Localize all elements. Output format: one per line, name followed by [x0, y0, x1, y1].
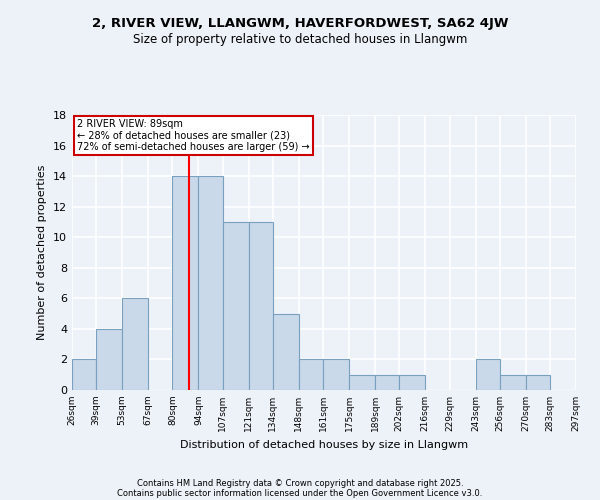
Bar [96, 329, 122, 390]
Bar [223, 222, 248, 390]
Text: Size of property relative to detached houses in Llangwm: Size of property relative to detached ho… [133, 32, 467, 46]
Bar [323, 360, 349, 390]
Text: Contains public sector information licensed under the Open Government Licence v3: Contains public sector information licen… [118, 488, 482, 498]
Text: 2 RIVER VIEW: 89sqm
← 28% of detached houses are smaller (23)
72% of semi-detach: 2 RIVER VIEW: 89sqm ← 28% of detached ho… [77, 119, 310, 152]
Bar [400, 374, 425, 390]
Bar [349, 374, 375, 390]
Text: 2, RIVER VIEW, LLANGWM, HAVERFORDWEST, SA62 4JW: 2, RIVER VIEW, LLANGWM, HAVERFORDWEST, S… [92, 18, 508, 30]
Bar [299, 360, 323, 390]
Bar [248, 222, 273, 390]
Text: Contains HM Land Registry data © Crown copyright and database right 2025.: Contains HM Land Registry data © Crown c… [137, 478, 463, 488]
Bar [526, 374, 550, 390]
Bar [122, 298, 148, 390]
Bar [72, 360, 96, 390]
Bar [172, 176, 199, 390]
X-axis label: Distribution of detached houses by size in Llangwm: Distribution of detached houses by size … [180, 440, 468, 450]
Bar [500, 374, 526, 390]
Bar [199, 176, 223, 390]
Bar [273, 314, 299, 390]
Bar [375, 374, 400, 390]
Bar [476, 360, 500, 390]
Y-axis label: Number of detached properties: Number of detached properties [37, 165, 47, 340]
